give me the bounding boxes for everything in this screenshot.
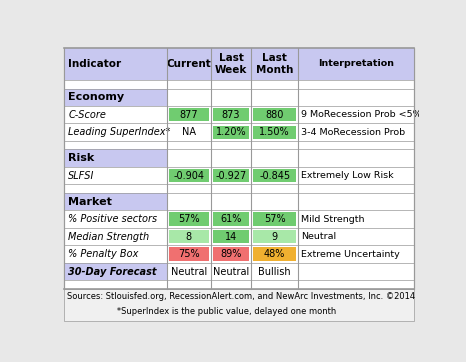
Bar <box>64 48 414 289</box>
Text: Bullish: Bullish <box>259 266 291 277</box>
Text: *SuperIndex is the public value, delayed one month: *SuperIndex is the public value, delayed… <box>67 307 336 316</box>
Bar <box>254 230 296 243</box>
Bar <box>65 150 167 167</box>
Bar <box>65 263 167 280</box>
Text: 877: 877 <box>179 110 198 120</box>
Bar <box>213 169 249 182</box>
Bar <box>254 108 296 121</box>
Text: Median Strength: Median Strength <box>69 232 150 241</box>
Bar <box>167 48 211 80</box>
Text: Indicator: Indicator <box>69 59 122 69</box>
Bar <box>213 230 249 243</box>
Text: 1.50%: 1.50% <box>260 127 290 137</box>
Text: Extremely Low Risk: Extremely Low Risk <box>301 171 394 180</box>
Text: 3-4 MoRecession Prob: 3-4 MoRecession Prob <box>301 128 405 137</box>
Text: 8: 8 <box>186 232 192 241</box>
Bar <box>64 289 414 321</box>
Text: Mild Strength: Mild Strength <box>301 215 365 224</box>
Text: Market: Market <box>69 197 112 207</box>
Text: Interpretation: Interpretation <box>318 59 394 68</box>
Text: 75%: 75% <box>178 249 200 259</box>
Text: 89%: 89% <box>220 249 242 259</box>
Bar <box>254 169 296 182</box>
Text: Current: Current <box>166 59 211 69</box>
Text: Neutral: Neutral <box>301 232 336 241</box>
Text: Neutral: Neutral <box>213 266 249 277</box>
Text: 880: 880 <box>266 110 284 120</box>
Bar <box>65 48 167 80</box>
Bar <box>169 230 209 243</box>
Text: Last
Week: Last Week <box>215 53 247 75</box>
Bar <box>213 212 249 226</box>
Text: 57%: 57% <box>264 214 286 224</box>
Text: 48%: 48% <box>264 249 285 259</box>
Text: 30-Day Forecast: 30-Day Forecast <box>69 266 157 277</box>
Text: Sources: Stlouisfed.org, RecessionAlert.com, and NewArc Investments, Inc. ©2014: Sources: Stlouisfed.org, RecessionAlert.… <box>67 291 415 300</box>
Bar <box>211 48 251 80</box>
Text: 873: 873 <box>222 110 240 120</box>
Bar <box>213 126 249 139</box>
Text: 61%: 61% <box>220 214 242 224</box>
Text: 1.20%: 1.20% <box>216 127 246 137</box>
Text: -0.845: -0.845 <box>259 171 290 181</box>
Text: SLFSI: SLFSI <box>69 171 95 181</box>
Text: -0.904: -0.904 <box>173 171 205 181</box>
Text: Economy: Economy <box>69 92 124 102</box>
Text: NA: NA <box>182 127 196 137</box>
Bar <box>65 89 167 106</box>
Text: 57%: 57% <box>178 214 200 224</box>
Text: Last
Month: Last Month <box>256 53 294 75</box>
Bar <box>65 193 167 210</box>
Text: 14: 14 <box>225 232 237 241</box>
Text: Neutral: Neutral <box>171 266 207 277</box>
Text: % Positive sectors: % Positive sectors <box>69 214 158 224</box>
Bar <box>251 48 298 80</box>
Text: Extreme Uncertainty: Extreme Uncertainty <box>301 249 400 258</box>
Bar <box>169 169 209 182</box>
Bar <box>298 48 414 80</box>
Text: 9: 9 <box>272 232 278 241</box>
Text: C-Score: C-Score <box>69 110 106 120</box>
Bar <box>213 108 249 121</box>
Text: % Penalty Box: % Penalty Box <box>69 249 139 259</box>
Bar <box>213 247 249 261</box>
Text: 9 MoRecession Prob <5%: 9 MoRecession Prob <5% <box>301 110 422 119</box>
Bar <box>169 247 209 261</box>
Text: -0.927: -0.927 <box>215 171 247 181</box>
Bar <box>169 108 209 121</box>
Bar <box>254 247 296 261</box>
Text: Risk: Risk <box>69 153 95 163</box>
Text: Leading SuperIndex*: Leading SuperIndex* <box>69 127 171 137</box>
Bar <box>254 126 296 139</box>
Bar <box>169 212 209 226</box>
Bar <box>254 212 296 226</box>
